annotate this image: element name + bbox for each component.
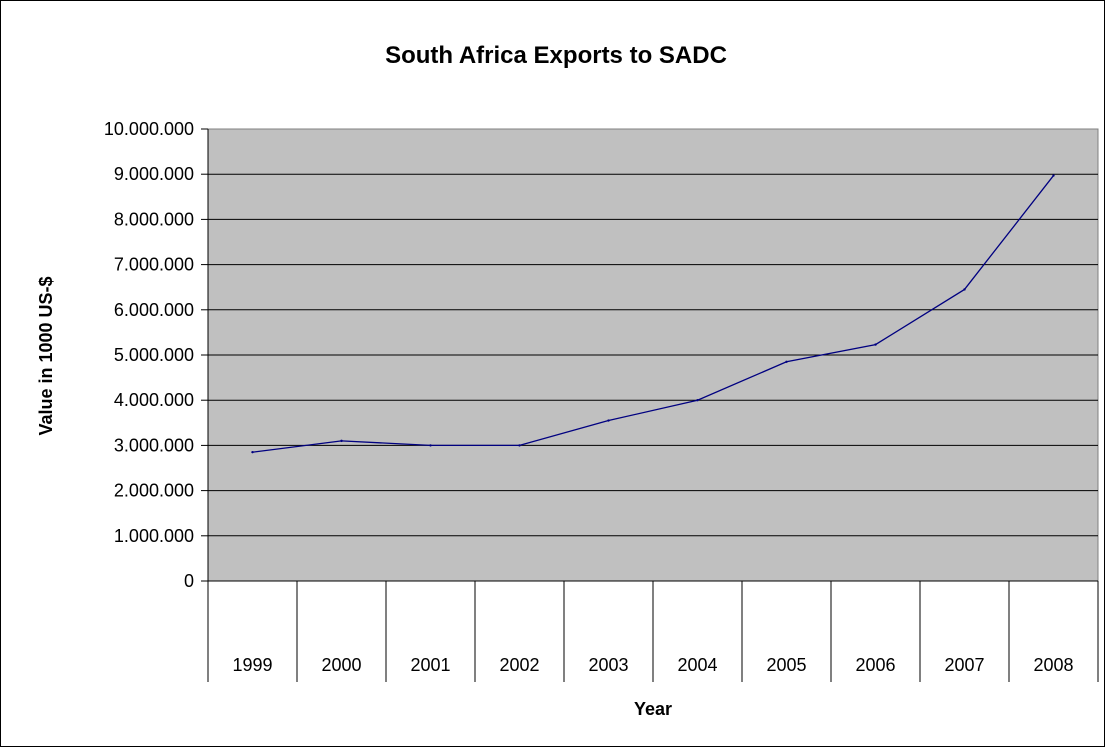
series-line: [251, 174, 1055, 454]
y-tick-label: 4.000.000: [114, 390, 194, 410]
x-tick-label: 2003: [588, 655, 628, 675]
x-tick-label: 2000: [321, 655, 361, 675]
x-tick-label: 2002: [499, 655, 539, 675]
x-axis-title: Year: [634, 699, 672, 719]
data-point: [607, 419, 610, 422]
data-point: [696, 399, 699, 402]
y-tick-label: 10.000.000: [104, 119, 194, 139]
data-point: [874, 343, 877, 346]
y-tick-label: 9.000.000: [114, 164, 194, 184]
data-point: [518, 444, 521, 447]
chart-title: South Africa Exports to SADC: [385, 42, 727, 69]
series-line-path: [252, 175, 1055, 453]
x-axis: 1999 2000 2001 2002 2003 2004 2005 2006 2007 2008: [207, 580, 1099, 682]
y-tick-label: 8.000.000: [114, 209, 194, 229]
y-tick-label: 2.000.000: [114, 481, 194, 501]
data-point: [340, 439, 343, 443]
y-tick-label: 1.000.000: [114, 526, 194, 546]
plot-area: [207, 128, 1099, 582]
y-axis: 0 1.000.000 2.000.000 3.000.000 4.000.000 5.0…: [104, 119, 209, 591]
x-tick-label: 1999: [232, 655, 272, 675]
x-tick-label: 2005: [766, 655, 806, 675]
x-tick-label: 2004: [677, 655, 717, 675]
data-point: [429, 444, 432, 447]
y-tick-label: 3.000.000: [114, 435, 194, 455]
y-tick-label: 0: [184, 571, 194, 591]
data-point: [963, 288, 966, 291]
y-tick-label: 7.000.000: [114, 255, 194, 275]
x-tick-label: 2006: [855, 655, 895, 675]
x-tick-label: 2008: [1033, 655, 1073, 675]
data-point: [785, 360, 788, 363]
y-tick-label: 5.000.000: [114, 345, 194, 365]
x-tick-label: 2001: [410, 655, 450, 675]
y-axis-title: Value in 1000 US-$: [36, 276, 56, 435]
x-tick-label: 2007: [944, 655, 984, 675]
data-point: [1052, 174, 1055, 177]
data-point: [251, 450, 254, 454]
y-tick-label: 6.000.000: [114, 300, 194, 320]
